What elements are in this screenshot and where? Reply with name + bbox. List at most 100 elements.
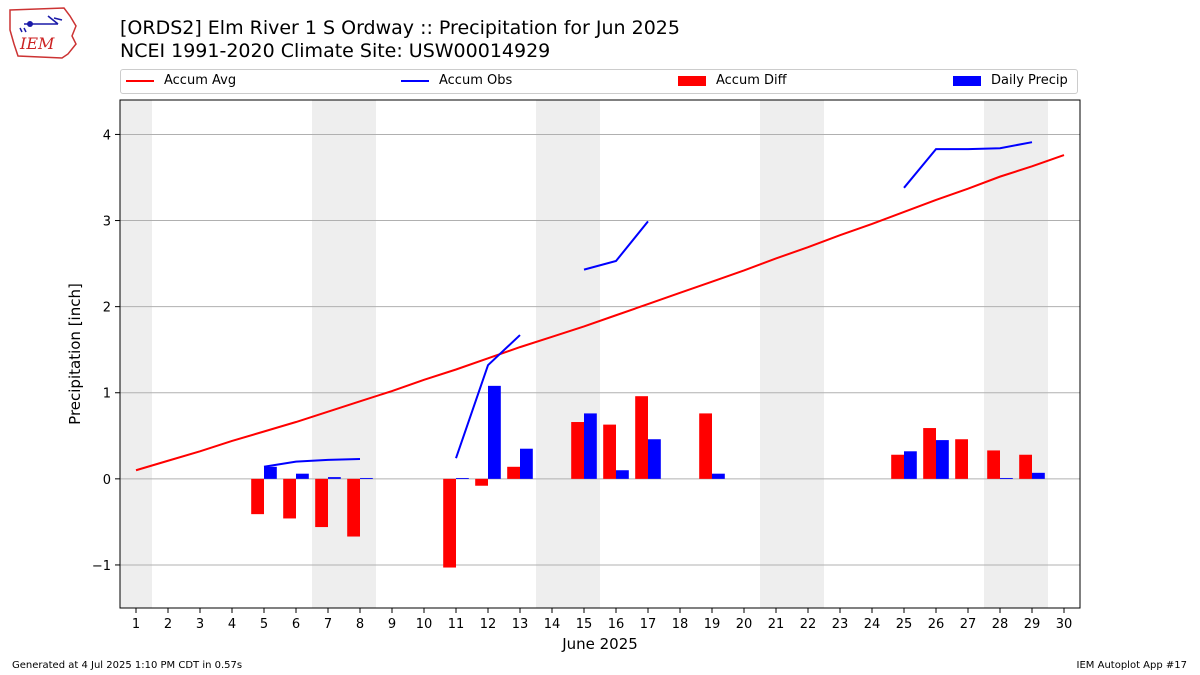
x-tick-label: 24 bbox=[864, 617, 881, 632]
chart-subtitle: NCEI 1991-2020 Climate Site: USW00014929 bbox=[120, 40, 551, 62]
accum-diff-bar bbox=[955, 439, 968, 479]
legend-item-accum-avg: Accum Avg bbox=[126, 73, 236, 88]
y-tick-label: 0 bbox=[103, 473, 111, 488]
accum-obs-line bbox=[455, 334, 521, 459]
weekend-shade bbox=[984, 100, 1016, 608]
x-tick-label: 14 bbox=[544, 617, 561, 632]
legend-label-accum-diff: Accum Diff bbox=[716, 73, 787, 88]
weekend-shade bbox=[568, 100, 600, 608]
legend-item-daily-precip: Daily Precip bbox=[953, 73, 1068, 88]
x-tick-label: 3 bbox=[196, 617, 204, 632]
accum-diff-bar bbox=[443, 478, 456, 568]
x-tick-label: 10 bbox=[416, 617, 433, 632]
x-tick-label: 21 bbox=[768, 617, 785, 632]
x-tick-label: 28 bbox=[992, 617, 1009, 632]
x-tick-label: 27 bbox=[960, 617, 977, 632]
daily-precip-bar bbox=[360, 477, 373, 479]
x-tick-label: 20 bbox=[736, 617, 753, 632]
daily-precip-bar bbox=[328, 477, 341, 479]
daily-precip-bar bbox=[584, 413, 597, 479]
iem-logo: IEM bbox=[9, 7, 77, 59]
accum-obs-line bbox=[583, 220, 649, 271]
weekend-shade bbox=[536, 100, 568, 608]
legend-label-accum-avg: Accum Avg bbox=[164, 73, 237, 88]
chart-title: [ORDS2] Elm River 1 S Ordway :: Precipit… bbox=[120, 17, 680, 39]
legend-swatch-accum-obs bbox=[401, 79, 429, 82]
daily-precip-bar bbox=[264, 466, 277, 479]
x-tick-label: 30 bbox=[1056, 617, 1073, 632]
logo-text: IEM bbox=[19, 34, 55, 53]
daily-precip-bar bbox=[296, 473, 309, 479]
daily-precip-bar bbox=[1000, 477, 1013, 479]
x-tick-label: 15 bbox=[576, 617, 593, 632]
accum-obs-line bbox=[263, 458, 361, 468]
y-axis-label: Precipitation [inch] bbox=[66, 283, 84, 425]
accum-diff-bar bbox=[1019, 454, 1032, 479]
accum-avg-line bbox=[135, 154, 1065, 472]
weekend-shade bbox=[792, 100, 824, 608]
accum-diff-bar bbox=[891, 454, 904, 479]
x-tick-label: 6 bbox=[292, 617, 300, 632]
x-tick-label: 9 bbox=[388, 617, 396, 632]
daily-precip-bar bbox=[488, 385, 501, 479]
x-tick-label: 19 bbox=[704, 617, 721, 632]
accum-diff-bar bbox=[315, 478, 328, 528]
legend-label-accum-obs: Accum Obs bbox=[439, 73, 513, 88]
chart-legend: Accum Avg Accum Obs Accum Diff Daily Pre… bbox=[120, 69, 1078, 94]
x-tick-label: 22 bbox=[800, 617, 817, 632]
accum-diff-bar bbox=[603, 424, 616, 479]
x-tick-label: 25 bbox=[896, 617, 913, 632]
wind-vane-icon bbox=[24, 15, 63, 25]
accum-diff-bar bbox=[923, 428, 936, 479]
legend-item-accum-obs: Accum Obs bbox=[401, 73, 512, 88]
x-tick-label: 26 bbox=[928, 617, 945, 632]
x-tick-label: 2 bbox=[164, 617, 172, 632]
accum-diff-bar bbox=[475, 478, 488, 486]
legend-swatch-daily-precip bbox=[953, 75, 981, 86]
x-axis-label: June 2025 bbox=[561, 635, 638, 653]
accum-diff-bar bbox=[987, 450, 1000, 479]
legend-item-accum-diff: Accum Diff bbox=[678, 73, 787, 88]
y-tick-label: 3 bbox=[103, 215, 111, 230]
x-tick-label: 12 bbox=[480, 617, 497, 632]
accum-diff-bar bbox=[635, 396, 648, 479]
x-tick-label: 5 bbox=[260, 617, 268, 632]
accum-diff-bar bbox=[699, 413, 712, 479]
x-tick-label: 11 bbox=[448, 617, 465, 632]
daily-precip-bar bbox=[1032, 472, 1045, 479]
daily-precip-bar bbox=[456, 477, 469, 479]
legend-label-daily-precip: Daily Precip bbox=[991, 73, 1068, 88]
accum-diff-bar bbox=[347, 478, 360, 537]
weekend-shade bbox=[760, 100, 792, 608]
daily-precip-bar bbox=[520, 448, 533, 479]
plot-frame bbox=[119, 99, 1081, 609]
y-tick-label: 2 bbox=[103, 301, 111, 316]
x-tick-label: 17 bbox=[640, 617, 657, 632]
weekend-shade bbox=[120, 100, 152, 608]
legend-swatch-accum-avg bbox=[126, 79, 154, 82]
weekend-shade bbox=[344, 100, 376, 608]
rain-drops-icon bbox=[19, 27, 27, 33]
daily-precip-bar bbox=[936, 440, 949, 479]
x-tick-label: 13 bbox=[512, 617, 529, 632]
x-tick-label: 7 bbox=[324, 617, 332, 632]
accum-diff-bar bbox=[507, 466, 520, 479]
iowa-state-outline bbox=[9, 7, 77, 59]
accum-diff-bar bbox=[251, 478, 264, 515]
accum-diff-bar bbox=[571, 422, 584, 479]
accum-diff-bar bbox=[283, 478, 296, 519]
accum-obs-line bbox=[903, 141, 1033, 189]
x-tick-label: 29 bbox=[1024, 617, 1041, 632]
x-tick-label: 16 bbox=[608, 617, 625, 632]
daily-precip-bar bbox=[648, 439, 661, 479]
legend-swatch-accum-diff bbox=[678, 75, 706, 86]
y-tick-label: 4 bbox=[103, 128, 111, 143]
weekend-shade bbox=[312, 100, 344, 608]
y-tick-label: −1 bbox=[92, 559, 111, 574]
weekend-shade bbox=[1016, 100, 1048, 608]
x-tick-label: 23 bbox=[832, 617, 849, 632]
daily-precip-bar bbox=[616, 470, 629, 479]
x-tick-label: 4 bbox=[228, 617, 236, 632]
y-tick-label: 1 bbox=[103, 387, 111, 402]
